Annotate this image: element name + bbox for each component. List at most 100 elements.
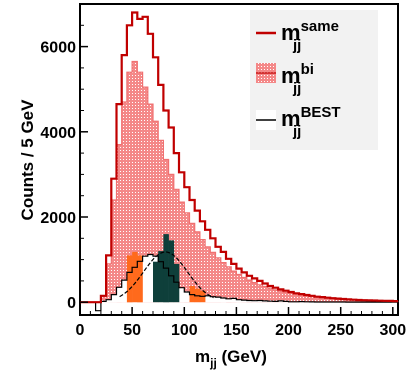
best-bar [220,298,227,303]
bi-bar [210,252,216,303]
bi-bar [189,223,195,303]
bi-bar [252,282,258,303]
best-bar [116,287,122,303]
best-bar [257,300,263,303]
legend-label-same: msame jj [281,18,339,54]
bi-bar [241,277,248,303]
best-bar [226,298,232,303]
best-bar [184,292,190,303]
best-bar [241,300,248,303]
bi-bar [325,298,331,303]
bi-bar [340,299,347,303]
x-tick-label: 0 [76,322,85,339]
best-bar [278,300,284,303]
bi-bar [126,72,133,303]
bi-bar [121,102,128,303]
bi-bar [226,266,232,303]
bi-bar [293,294,300,303]
bi-bar [309,296,315,303]
bi-bar [356,300,362,303]
x-tick-label: 300 [379,322,406,339]
y-axis-label: Counts / 5 GeV [18,99,37,221]
bi-bar [111,200,117,303]
best-bar [236,299,242,303]
best-bar [215,297,221,303]
bi-bar [137,72,143,303]
bi-bar [158,140,164,303]
axes: 0 50 100 150 200 250 300 0 2000 4000 6000 [40,24,406,339]
highlight-bin [137,255,143,303]
bi-bar [194,231,201,303]
highlight-bin [173,263,180,303]
best-bar [147,254,154,303]
bi-bar [147,104,154,303]
best-bar [210,296,216,303]
highlight-bin [168,240,175,303]
bi-bar [288,293,294,303]
best-bar [205,295,211,303]
bi-bar [231,271,237,303]
legend: msame jj mbi jj mBEST jj [250,10,378,150]
bi-bar [199,239,206,303]
bi-bar [257,284,263,303]
bi-bar [299,295,305,303]
bi-bar [215,257,221,303]
bi-bar [319,297,326,303]
x-tick-label: 200 [275,322,302,339]
bi-bar [106,263,112,303]
bi-bar [345,299,352,303]
bi-bar [262,286,268,303]
bi-bar [168,174,175,303]
bi-bar [142,87,149,303]
series-line-best [80,253,398,312]
bi-bar [132,61,138,303]
best-bar [179,287,185,303]
x-tick-label: 50 [123,322,141,339]
bi-bar [272,289,279,303]
bi-bar [220,262,227,303]
bi-bar [267,288,274,303]
x-tick-label: 250 [327,322,354,339]
series-line-same [80,11,398,304]
y-tick-label: 0 [67,295,76,312]
bi-bar [163,159,169,303]
bi-bar [173,189,180,303]
plot-frame [79,3,399,316]
bi-bar [205,246,211,303]
highlight-bin [153,261,159,303]
bi-bar [330,298,336,303]
bi-bar [246,280,253,303]
fit-curve [119,251,214,299]
bi-bar [314,297,321,303]
highlight-bin [126,255,133,303]
legend-label-best: mBEST jj [281,104,341,140]
bi-bar [116,144,122,303]
bi-bar [100,296,107,303]
bi-bar [179,202,185,303]
bi-bar [236,274,242,303]
x-tick-label: 100 [171,322,198,339]
x-tick-label: 150 [223,322,250,339]
bi-bar [153,121,159,303]
best-bar [106,299,112,303]
y-tick-label: 2000 [40,210,76,227]
best-bar [111,294,117,303]
highlight-bin [158,251,164,303]
bi-bar [351,299,357,303]
best-bar [252,300,258,303]
bi-bar [278,291,284,303]
best-bar [121,280,128,303]
bi-bar [283,292,289,303]
legend-label-bi: mbi jj [281,61,314,97]
plot-marks [80,11,399,312]
x-axis-label: mjj (GeV) [195,347,267,370]
bi-bar [304,295,310,303]
y-tick-label: 6000 [40,40,76,57]
best-bar [262,300,268,303]
best-bar [231,298,237,303]
bi-bar [335,299,341,303]
best-bar [142,256,149,303]
bi-bar [184,212,190,303]
highlight-bin [132,251,138,303]
